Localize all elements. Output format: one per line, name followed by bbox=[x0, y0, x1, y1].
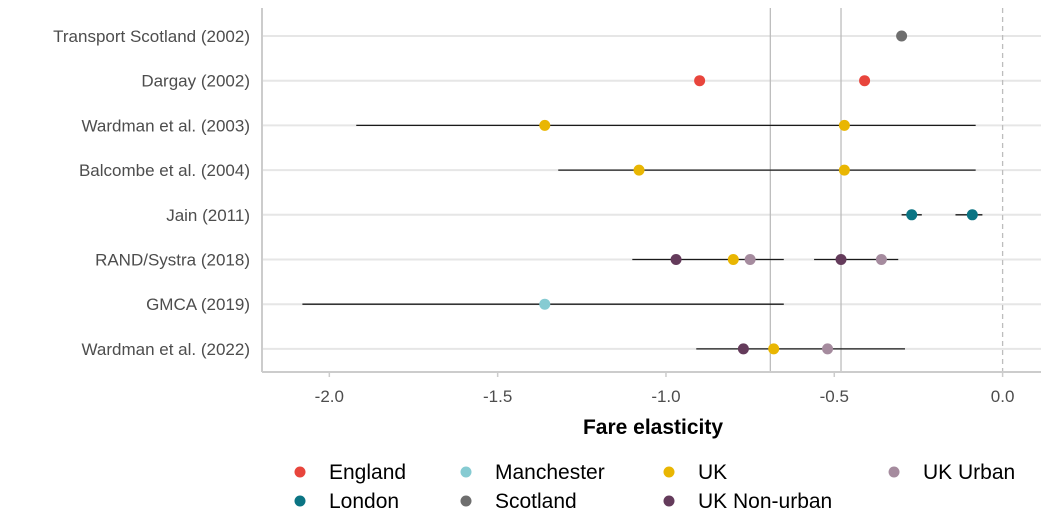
data-point bbox=[896, 30, 908, 42]
x-tick-labels: -2.0 -1.5 -1.0 -0.5 0.0 bbox=[315, 372, 1015, 406]
x-tick-label: 0.0 bbox=[991, 387, 1015, 406]
x-tick-label: -2.0 bbox=[315, 387, 344, 406]
legend-swatch bbox=[460, 495, 472, 507]
study-label: Transport Scotland (2002) bbox=[53, 27, 250, 46]
legend-label: UK Urban bbox=[923, 461, 1015, 484]
study-label: RAND/Systra (2018) bbox=[95, 251, 250, 270]
x-tick-label: -1.0 bbox=[651, 387, 680, 406]
legend-swatch bbox=[663, 495, 675, 507]
legend-item: Manchester bbox=[460, 461, 605, 484]
legend-item: England bbox=[294, 461, 406, 484]
legend-label: Manchester bbox=[495, 461, 605, 484]
study-label: GMCA (2019) bbox=[146, 295, 250, 314]
data-point bbox=[835, 254, 847, 265]
legend-label: UK Non-urban bbox=[698, 490, 832, 513]
legend-swatch bbox=[294, 466, 306, 478]
data-point bbox=[966, 209, 978, 221]
legend-item: Scotland bbox=[460, 490, 577, 513]
data-point bbox=[727, 254, 739, 265]
study-label: Wardman et al. (2003) bbox=[82, 116, 251, 135]
study-label: Wardman et al. (2022) bbox=[82, 340, 251, 359]
data-point bbox=[744, 254, 756, 265]
reference-lines bbox=[769, 8, 1004, 372]
data-point bbox=[670, 254, 682, 265]
legend-item: UK Non-urban bbox=[663, 490, 832, 513]
legend: England Manchester UK UK Urban London Scotlan… bbox=[294, 461, 1015, 513]
legend-item: UK Urban bbox=[888, 461, 1015, 484]
x-tick-label: -1.5 bbox=[483, 387, 512, 406]
legend-swatch bbox=[460, 466, 472, 478]
x-tick-label: -0.5 bbox=[820, 387, 849, 406]
legend-label: London bbox=[329, 490, 399, 513]
error-bars bbox=[302, 124, 983, 350]
legend-item: UK bbox=[663, 461, 727, 484]
legend-swatch bbox=[888, 466, 900, 478]
data-point bbox=[822, 343, 834, 355]
study-label: Balcombe et al. (2004) bbox=[79, 161, 250, 180]
data-point bbox=[875, 254, 887, 265]
legend-item: London bbox=[294, 490, 399, 513]
study-label: Jain (2011) bbox=[166, 206, 250, 225]
axes bbox=[261, 8, 1041, 373]
data-point bbox=[838, 119, 850, 131]
study-labels: Transport Scotland (2002) Dargay (2002) Wa… bbox=[53, 27, 250, 359]
data-point bbox=[539, 298, 551, 310]
data-point bbox=[859, 75, 871, 87]
data-point bbox=[737, 343, 749, 355]
data-point bbox=[694, 75, 706, 87]
legend-label: Scotland bbox=[495, 490, 577, 513]
data-points bbox=[539, 30, 978, 355]
legend-swatch bbox=[294, 495, 306, 507]
study-label: Dargay (2002) bbox=[141, 72, 250, 91]
x-axis-title: Fare elasticity bbox=[583, 416, 723, 439]
legend-label: UK bbox=[698, 461, 727, 484]
data-point bbox=[768, 343, 780, 355]
data-point bbox=[838, 164, 850, 176]
legend-label: England bbox=[329, 461, 406, 484]
data-point bbox=[906, 209, 918, 221]
legend-swatch bbox=[663, 466, 675, 478]
data-point bbox=[633, 164, 645, 176]
grid-layer bbox=[262, 35, 1041, 350]
data-point bbox=[539, 119, 551, 131]
